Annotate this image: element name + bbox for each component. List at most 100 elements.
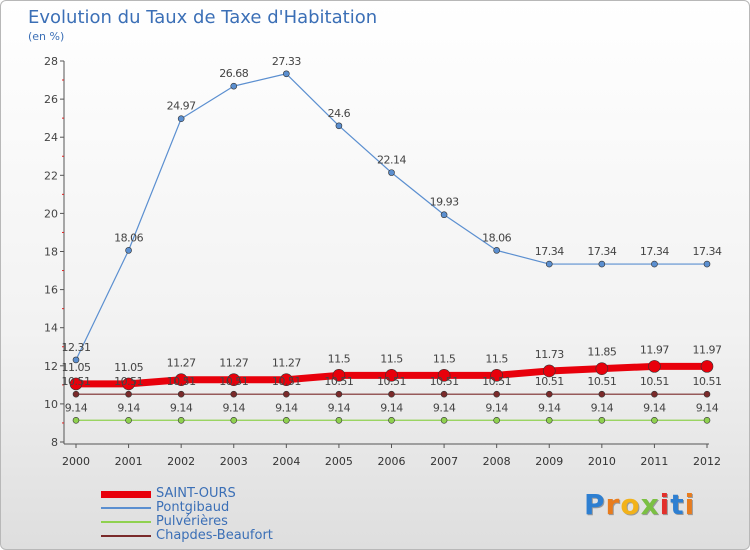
data-point-saint-ours-2005 xyxy=(332,369,346,382)
proxiti-logo: Proxiti xyxy=(584,488,695,521)
legend-item-chapdes-beaufort: Chapdes-Beaufort xyxy=(101,529,361,543)
data-point-saint-ours-2003 xyxy=(227,373,241,387)
data-label-pontgibaud-2008: 18.06 xyxy=(482,231,511,244)
data-point-chapdes-beaufort-2008 xyxy=(493,390,500,398)
x-tick-label-2008: 2008 xyxy=(483,455,511,468)
data-point-pulverieres-2011 xyxy=(651,416,658,424)
legend-label-pulverieres: Pulvérières xyxy=(156,514,228,529)
data-label-saint-ours-2000: 11.05 xyxy=(62,361,91,374)
data-label-saint-ours-2001: 11.05 xyxy=(114,361,143,374)
data-label-pulverieres-2012: 9.14 xyxy=(696,401,719,414)
legend-label-pontgibaud: Pontgibaud xyxy=(156,500,230,515)
x-tick-label-2001: 2001 xyxy=(115,455,143,468)
data-point-chapdes-beaufort-2012 xyxy=(703,390,711,398)
data-point-chapdes-beaufort-2003 xyxy=(230,390,238,398)
data-label-pontgibaud-2010: 17.34 xyxy=(587,245,616,258)
data-point-pontgibaud-2007 xyxy=(440,211,448,219)
data-label-pontgibaud-2002: 24.97 xyxy=(167,100,196,113)
data-label-saint-ours-2006: 11.5 xyxy=(380,352,403,365)
data-point-saint-ours-2002 xyxy=(174,373,188,387)
data-label-chapdes-beaufort-2005: 10.51 xyxy=(324,375,353,388)
data-point-chapdes-beaufort-2009 xyxy=(545,390,553,398)
data-label-chapdes-beaufort-2008: 10.51 xyxy=(482,375,511,388)
legend: SAINT-OURS Pontgibaud Pulvérières Chapde… xyxy=(101,487,361,543)
data-label-pulverieres-2011: 9.14 xyxy=(643,401,666,414)
chart-subtitle: (en %) xyxy=(28,30,65,43)
data-point-pulverieres-2004 xyxy=(283,416,290,424)
data-label-pontgibaud-2012: 17.34 xyxy=(693,245,722,258)
data-label-pontgibaud-2009: 17.34 xyxy=(535,245,564,258)
data-point-saint-ours-2010 xyxy=(595,362,609,375)
data-label-saint-ours-2012: 11.97 xyxy=(693,343,722,356)
data-point-pulverieres-2000 xyxy=(72,416,80,424)
data-point-chapdes-beaufort-2006 xyxy=(388,390,395,398)
data-point-pulverieres-2005 xyxy=(335,416,343,424)
data-label-pulverieres-2001: 9.14 xyxy=(117,401,140,414)
y-tick-label-22: 22 xyxy=(44,169,58,182)
data-label-chapdes-beaufort-2006: 10.51 xyxy=(377,375,406,388)
data-point-chapdes-beaufort-2002 xyxy=(177,390,185,398)
data-point-pontgibaud-2004 xyxy=(283,70,290,78)
series-line-pontgibaud xyxy=(75,73,707,361)
data-point-pulverieres-2010 xyxy=(598,416,606,424)
x-tick-label-2002: 2002 xyxy=(167,455,195,468)
data-point-saint-ours-2004 xyxy=(280,373,293,387)
data-point-pontgibaud-2008 xyxy=(493,247,500,254)
logo-letter: x xyxy=(640,488,660,521)
x-tick-label-2012: 2012 xyxy=(693,455,721,468)
y-tick-label-16: 16 xyxy=(44,284,58,297)
y-tick-label-26: 26 xyxy=(44,93,58,106)
legend-swatch-saint-ours xyxy=(101,490,151,498)
legend-label-chapdes-beaufort: Chapdes-Beaufort xyxy=(156,528,273,543)
data-label-pulverieres-2008: 9.14 xyxy=(485,401,508,414)
data-point-pulverieres-2007 xyxy=(440,416,448,424)
data-label-saint-ours-2010: 11.85 xyxy=(587,346,616,359)
legend-item-saint-ours: SAINT-OURS xyxy=(101,487,361,501)
y-tick-label-14: 14 xyxy=(44,322,58,335)
data-point-saint-ours-2012 xyxy=(700,360,714,373)
data-label-chapdes-beaufort-2009: 10.51 xyxy=(535,375,564,388)
data-label-chapdes-beaufort-2011: 10.51 xyxy=(640,375,669,388)
logo-letter: i xyxy=(684,488,696,521)
data-point-pulverieres-2009 xyxy=(545,416,553,424)
data-label-pontgibaud-2000: 12.31 xyxy=(62,341,91,354)
data-label-pontgibaud-2001: 18.06 xyxy=(114,231,143,244)
data-label-chapdes-beaufort-2004: 10.51 xyxy=(272,375,301,388)
data-label-pulverieres-2006: 9.14 xyxy=(380,401,403,414)
data-label-pontgibaud-2004: 27.33 xyxy=(272,55,301,68)
legend-swatch-pulverieres xyxy=(101,521,151,523)
data-point-pulverieres-2002 xyxy=(177,416,185,424)
legend-label-saint-ours: SAINT-OURS xyxy=(156,486,236,501)
data-point-pulverieres-2006 xyxy=(388,416,395,424)
data-label-saint-ours-2008: 11.5 xyxy=(485,352,508,365)
data-point-pontgibaud-2003 xyxy=(230,82,238,90)
data-point-saint-ours-2001 xyxy=(122,377,135,391)
data-point-pontgibaud-2010 xyxy=(598,260,606,268)
data-label-saint-ours-2011: 11.97 xyxy=(640,343,669,356)
data-label-saint-ours-2007: 11.5 xyxy=(433,352,456,365)
data-point-saint-ours-2000 xyxy=(69,377,83,391)
x-tick-label-2004: 2004 xyxy=(272,455,300,468)
data-point-chapdes-beaufort-2011 xyxy=(651,390,658,398)
logo-letter: r xyxy=(605,488,621,521)
y-tick-label-8: 8 xyxy=(51,436,58,449)
data-point-chapdes-beaufort-2004 xyxy=(283,390,290,398)
data-label-saint-ours-2002: 11.27 xyxy=(167,357,196,370)
data-label-pontgibaud-2005: 24.6 xyxy=(328,107,351,120)
data-point-chapdes-beaufort-2000 xyxy=(72,390,80,398)
x-tick-label-2000: 2000 xyxy=(62,455,90,468)
logo-letter: t xyxy=(670,488,685,521)
logo-letter: o xyxy=(620,488,641,521)
data-label-pulverieres-2003: 9.14 xyxy=(223,401,246,414)
data-label-pulverieres-2010: 9.14 xyxy=(591,401,614,414)
data-label-pontgibaud-2007: 19.93 xyxy=(430,196,459,209)
data-point-saint-ours-2009 xyxy=(542,364,556,378)
data-point-pontgibaud-2009 xyxy=(545,260,553,268)
logo-letter: P xyxy=(584,488,606,521)
data-point-saint-ours-2008 xyxy=(490,369,503,382)
data-label-pontgibaud-2003: 26.68 xyxy=(219,67,248,80)
data-label-chapdes-beaufort-2000: 10.51 xyxy=(62,375,91,388)
data-label-saint-ours-2009: 11.73 xyxy=(535,348,564,361)
data-point-pontgibaud-2000 xyxy=(72,356,80,364)
